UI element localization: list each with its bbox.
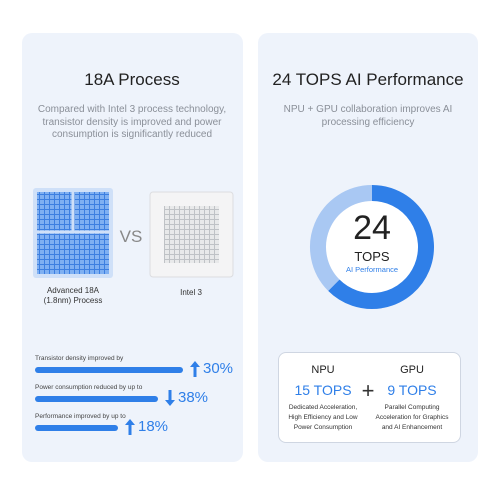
arrow bbox=[190, 361, 200, 377]
compute-name: GPU bbox=[400, 364, 424, 376]
metric-bar bbox=[35, 367, 183, 373]
compute-value: 15 TOPS bbox=[294, 382, 352, 398]
metric-value: 30% bbox=[203, 360, 234, 377]
description: Compared with Intel 3 process technology… bbox=[37, 104, 227, 140]
chip-label: Intel 3 bbox=[180, 288, 202, 297]
chip-label: Advanced 18A (1.8nm) Process bbox=[43, 286, 103, 305]
vs: VS bbox=[119, 227, 143, 246]
donut-unit: TOPS bbox=[354, 249, 390, 264]
metric-label: Performance improved by up to bbox=[35, 413, 126, 420]
chip-grid bbox=[164, 206, 219, 263]
compute-name: NPU bbox=[311, 364, 335, 376]
arrow-icon bbox=[125, 419, 135, 435]
compute-value: 9 TOPS bbox=[387, 382, 437, 398]
donut-segment bbox=[328, 185, 434, 309]
description: NPU + GPU collaboration improves AI proc… bbox=[283, 104, 453, 128]
donut-inner bbox=[326, 201, 418, 293]
metric-label: Transistor density improved by bbox=[35, 355, 124, 362]
chips bbox=[33, 188, 234, 278]
donut-segment bbox=[310, 185, 373, 291]
compute-box bbox=[278, 352, 461, 443]
title: 24 TOPS AI Performance bbox=[272, 70, 464, 89]
compute-desc: Parallel Computing Acceleration for Grap… bbox=[375, 404, 449, 431]
title: 18A Process bbox=[84, 70, 180, 89]
arrow bbox=[165, 390, 175, 406]
plus: + bbox=[361, 378, 375, 403]
metric-value: 18% bbox=[138, 418, 169, 435]
arrow-icon bbox=[165, 390, 175, 406]
metric-bar bbox=[35, 396, 158, 402]
metric-label: Power consumption reduced by up to bbox=[35, 384, 143, 391]
arrow bbox=[125, 419, 135, 435]
arrow-icon bbox=[190, 361, 200, 377]
donut-value: 24 bbox=[353, 209, 391, 247]
donut bbox=[310, 185, 434, 309]
donut-caption: AI Performance bbox=[345, 265, 399, 274]
metric-bar bbox=[35, 425, 118, 431]
compute-desc: Dedicated Acceleration, High Efficiency … bbox=[288, 404, 358, 431]
metric-value: 38% bbox=[178, 389, 209, 406]
